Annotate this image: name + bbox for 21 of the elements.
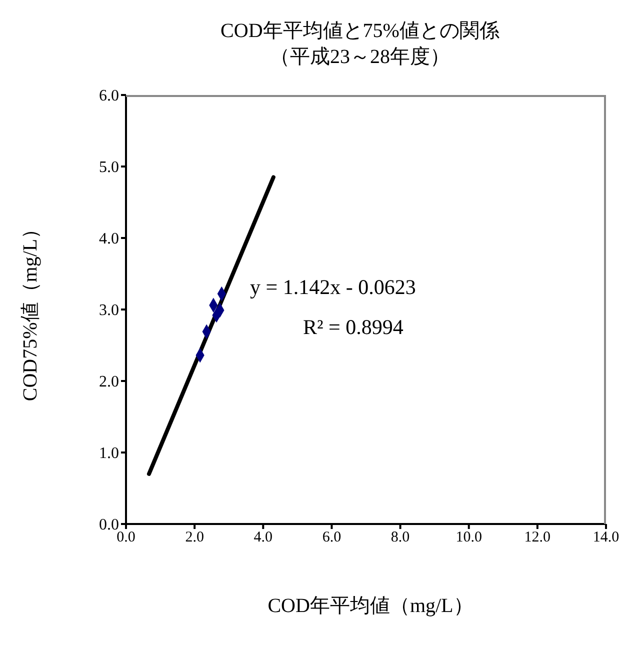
chart-title: COD年平均値と75%値との関係 bbox=[220, 19, 500, 44]
annotation: R² = 0.8994 bbox=[303, 315, 404, 340]
x-axis-title: COD年平均値（mg/L） bbox=[266, 594, 474, 619]
x-tick-label: 12.0 bbox=[524, 530, 551, 546]
x-tick-label: 6.0 bbox=[322, 530, 342, 546]
y-tick-label: 6.0 bbox=[99, 88, 119, 105]
x-tick-label: 2.0 bbox=[185, 530, 204, 546]
y-tick-label: 2.0 bbox=[99, 374, 119, 391]
y-axis-title: COD75%値（mg/L） bbox=[18, 218, 42, 402]
y-tick-label: 5.0 bbox=[99, 159, 119, 176]
y-tick-label: 3.0 bbox=[99, 302, 119, 320]
annotation: y = 1.142x - 0.0623 bbox=[250, 275, 416, 300]
x-tick-label: 4.0 bbox=[254, 530, 273, 546]
x-tick-label: 8.0 bbox=[390, 530, 410, 546]
y-tick-label: 1.0 bbox=[99, 445, 119, 462]
x-tick-label: 10.0 bbox=[456, 530, 482, 546]
y-tick-label: 0.0 bbox=[99, 516, 119, 534]
x-tick-label: 0.0 bbox=[116, 530, 136, 546]
x-tick-label: 14.0 bbox=[592, 530, 620, 546]
y-tick-label: 4.0 bbox=[99, 230, 119, 248]
chart-subtitle: （平成23～28年度） bbox=[269, 45, 451, 70]
